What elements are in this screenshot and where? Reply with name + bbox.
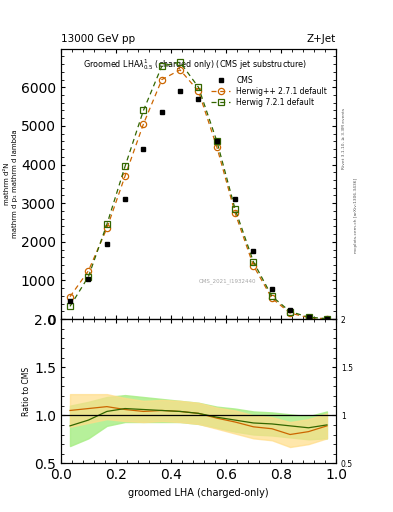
Line: CMS: CMS — [68, 89, 329, 322]
Herwig++ 2.7.1 default — [270, 295, 274, 302]
Herwig 7.2.1 default — [251, 259, 256, 265]
Legend: CMS, Herwig++ 2.7.1 default, Herwig 7.2.1 default: CMS, Herwig++ 2.7.1 default, Herwig 7.2.… — [209, 74, 329, 110]
CMS — [251, 248, 256, 254]
Herwig 7.2.1 default — [306, 314, 311, 320]
CMS — [160, 110, 164, 116]
Herwig 7.2.1 default — [270, 293, 274, 300]
Herwig 7.2.1 default — [215, 138, 219, 144]
Herwig++ 2.7.1 default — [306, 314, 311, 321]
Herwig++ 2.7.1 default — [68, 293, 72, 300]
CMS — [86, 275, 91, 282]
X-axis label: groomed LHA (charged-only): groomed LHA (charged-only) — [128, 488, 269, 498]
CMS — [215, 138, 219, 144]
Text: CMS_2021_I1932440: CMS_2021_I1932440 — [198, 278, 256, 284]
CMS — [123, 196, 127, 202]
Herwig 7.2.1 default — [123, 163, 127, 169]
CMS — [141, 146, 146, 152]
Text: mcplots.cern.ch [arXiv:1306.3436]: mcplots.cern.ch [arXiv:1306.3436] — [354, 178, 358, 252]
Herwig++ 2.7.1 default — [251, 263, 256, 269]
Y-axis label: mathrm d²N
mathrm d p₁ mathrm d lambda: mathrm d²N mathrm d p₁ mathrm d lambda — [4, 130, 18, 238]
Herwig 7.2.1 default — [325, 316, 329, 322]
Herwig++ 2.7.1 default — [123, 173, 127, 179]
Herwig 7.2.1 default — [68, 303, 72, 309]
Line: Herwig 7.2.1 default: Herwig 7.2.1 default — [67, 59, 330, 322]
CMS — [270, 286, 274, 292]
Herwig++ 2.7.1 default — [86, 268, 91, 274]
Text: Z+Jet: Z+Jet — [307, 33, 336, 44]
Herwig 7.2.1 default — [160, 63, 164, 69]
CMS — [288, 307, 292, 313]
Text: Rivet 3.1.10, ≥ 3.3M events: Rivet 3.1.10, ≥ 3.3M events — [342, 108, 346, 169]
Herwig++ 2.7.1 default — [160, 76, 164, 82]
Herwig 7.2.1 default — [86, 273, 91, 280]
Herwig++ 2.7.1 default — [178, 67, 182, 73]
CMS — [178, 88, 182, 94]
CMS — [325, 316, 329, 322]
Herwig 7.2.1 default — [233, 206, 237, 212]
Herwig++ 2.7.1 default — [288, 310, 292, 316]
Line: Herwig++ 2.7.1 default: Herwig++ 2.7.1 default — [67, 67, 330, 322]
Text: 13000 GeV pp: 13000 GeV pp — [61, 33, 135, 44]
CMS — [233, 196, 237, 202]
Herwig 7.2.1 default — [196, 84, 201, 90]
Y-axis label: Ratio to CMS: Ratio to CMS — [22, 367, 31, 416]
Herwig++ 2.7.1 default — [233, 210, 237, 216]
Herwig 7.2.1 default — [288, 309, 292, 315]
Herwig 7.2.1 default — [178, 59, 182, 65]
Herwig 7.2.1 default — [105, 221, 109, 227]
CMS — [68, 297, 72, 304]
Herwig++ 2.7.1 default — [196, 88, 201, 94]
Herwig++ 2.7.1 default — [325, 316, 329, 322]
Text: Groomed LHA$\lambda^{1}_{0.5}$ (charged only) (CMS jet substructure): Groomed LHA$\lambda^{1}_{0.5}$ (charged … — [83, 57, 307, 72]
CMS — [196, 96, 201, 102]
CMS — [105, 241, 109, 247]
Herwig++ 2.7.1 default — [141, 121, 146, 127]
Herwig 7.2.1 default — [141, 108, 146, 114]
Herwig++ 2.7.1 default — [105, 225, 109, 231]
Herwig++ 2.7.1 default — [215, 144, 219, 150]
CMS — [306, 314, 311, 320]
